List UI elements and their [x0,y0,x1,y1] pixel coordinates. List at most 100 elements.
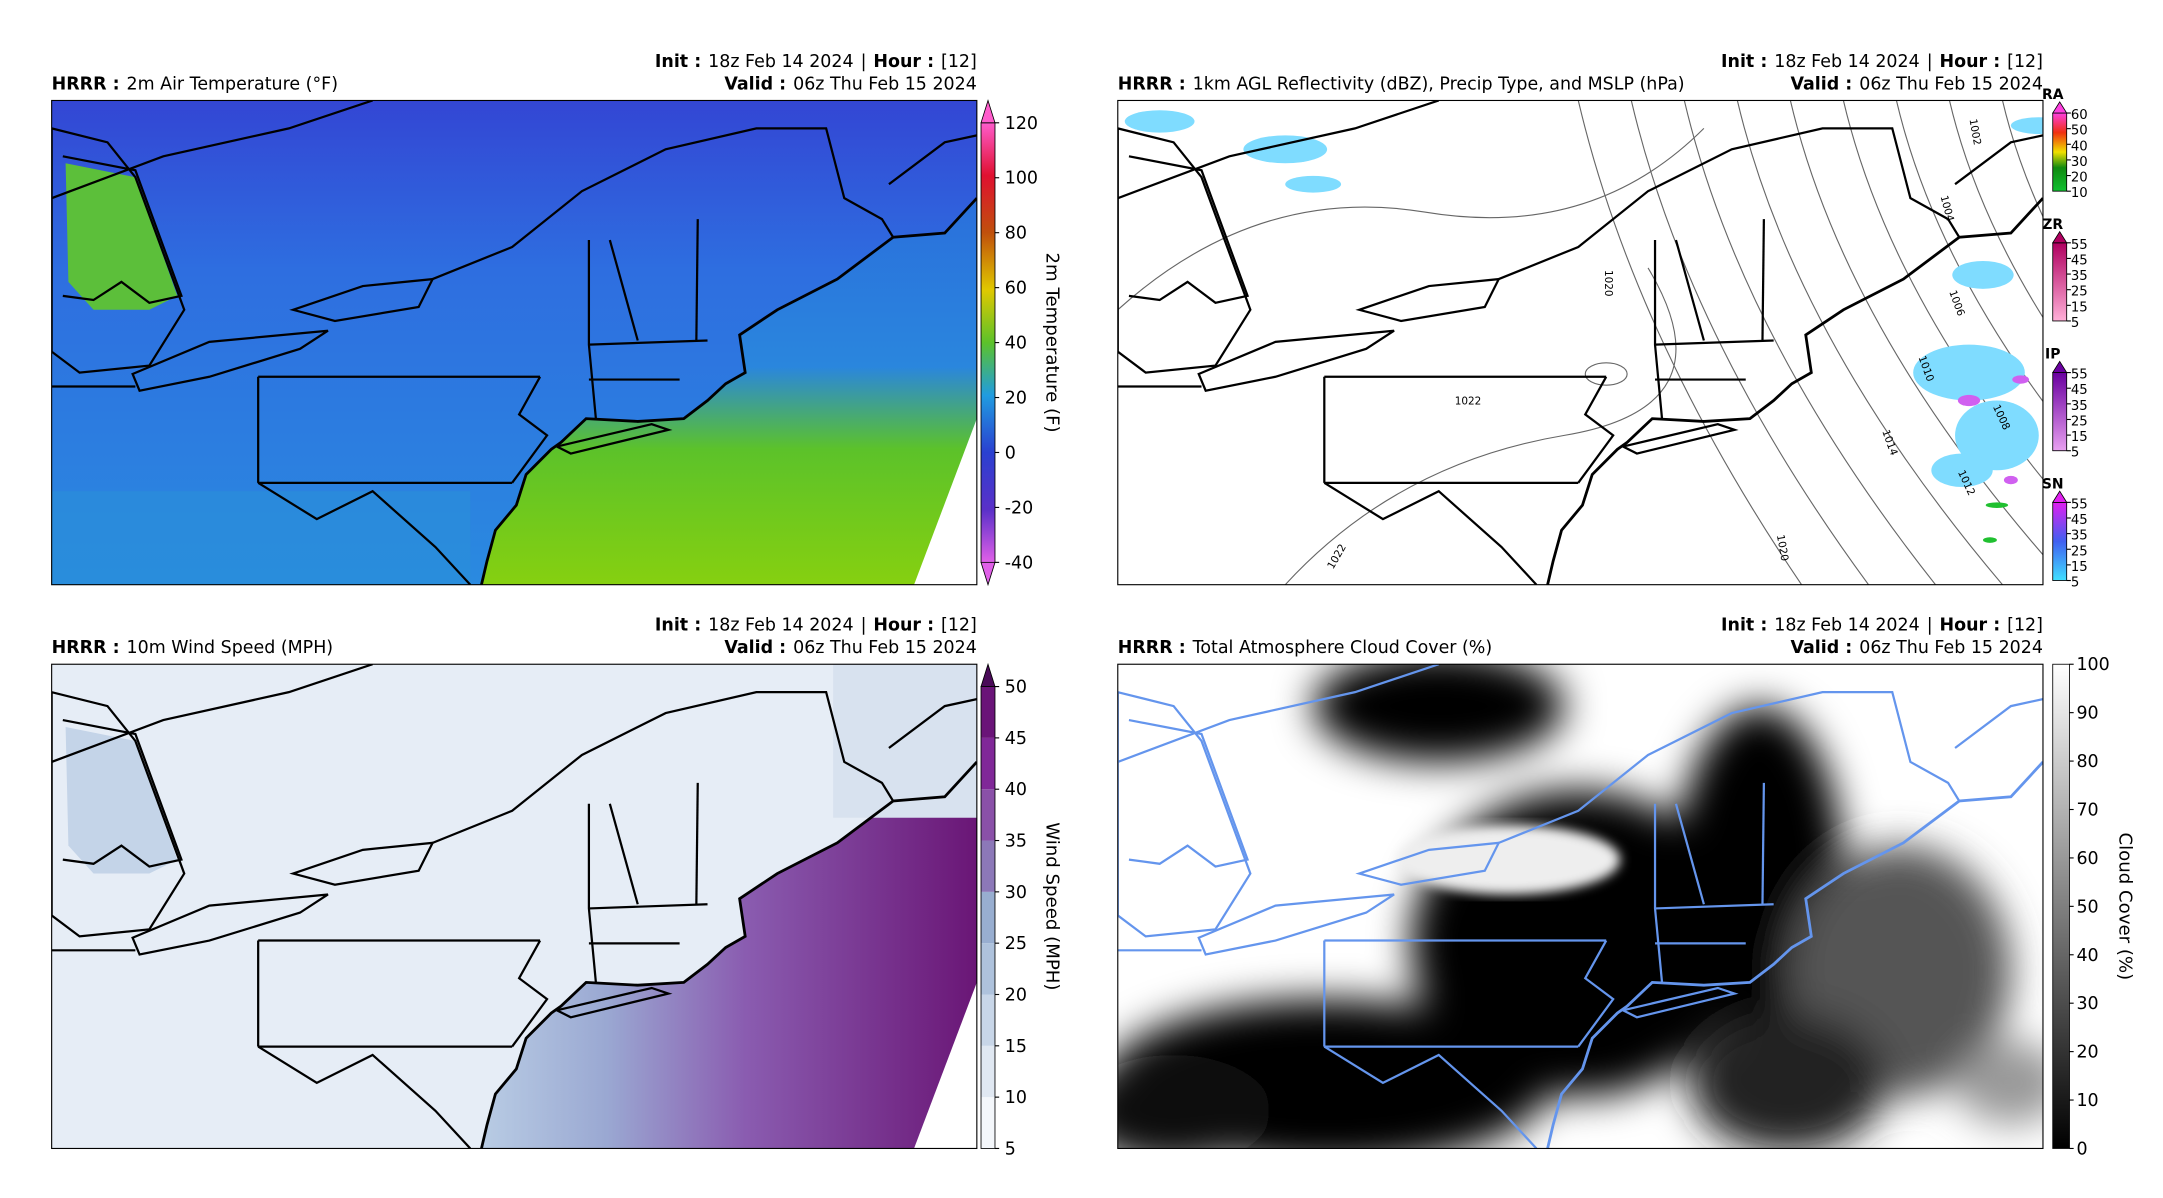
run-init-label: Init : [1721,52,1767,72]
colorbar [980,122,996,563]
colorbar [2052,242,2068,322]
coastline [1546,760,2043,1149]
land [51,100,977,585]
colorbar-tick-label: 20 [2071,171,2088,186]
colorbar-band [981,840,995,892]
run-hour-label: Hour : [873,52,934,72]
isobar [1117,127,1705,311]
colorbar-extend [2051,230,2068,244]
colorbar-tick-label: -40 [1005,553,1033,573]
colorbar [2052,112,2068,192]
isobar [1284,267,1677,585]
border [1654,339,1774,346]
valid-time: Valid : 06z Thu Feb 15 2024 [724,638,976,658]
run-info: Init : 18z Feb 14 2024 | Hour : [12] [655,52,977,72]
isobar [1577,100,1803,585]
colorbar-tick-label: 15 [2071,430,2088,445]
lake [51,690,186,938]
valid-time: Valid : 06z Thu Feb 15 2024 [724,74,976,94]
colorbar-tick-label: -20 [1005,498,1033,518]
isobar-label: 1020 [1774,534,1790,562]
colorbar-tick-label: 50 [1005,678,1027,698]
run-init: 18z Feb 14 2024 [708,52,853,72]
precip-type-label: ZR [2042,217,2063,233]
valid: 06z Thu Feb 15 2024 [1859,638,2043,658]
isobar [1736,100,2003,585]
colorbar-extend [980,662,996,687]
border [1954,134,2043,186]
colorbar-tick-label: 35 [1005,832,1027,852]
coastline [480,760,977,1149]
run-info: Init : 18z Feb 14 2024 | Hour : [12] [655,616,977,636]
border [1117,100,1440,200]
valid-label: Valid : [1790,638,1852,658]
colorbar-tick-label: 15 [2071,300,2088,315]
colorbar-tick-label: 5 [2071,446,2079,461]
run-init-label: Init : [655,52,701,72]
colorbar-label: 2m Temperature (F) [1042,253,1063,433]
colorbar-tick-label: 80 [2076,752,2098,772]
map-frame [51,663,978,1150]
valid-label: Valid : [1790,74,1852,94]
colorbar-tick-label: 45 [2071,513,2088,528]
colorbar-tick-label: 35 [2071,399,2088,414]
title: 1km AGL Reflectivity (dBZ), Precip Type,… [1193,74,1685,94]
map [51,100,977,585]
colorbar-tick-label: 25 [1005,934,1027,954]
border [695,782,699,905]
peninsula [65,163,178,310]
precip-type-label: RA [2042,87,2064,103]
map-frame [1117,663,2044,1150]
run-init: 18z Feb 14 2024 [1774,616,1919,636]
border [588,339,708,346]
valid-time: Valid : 06z Thu Feb 15 2024 [1790,74,2042,94]
colorbar [2052,372,2068,452]
colorbar-tick-label: 120 [1005,114,1038,134]
lake [131,893,329,956]
colorbar-tick-label: 5 [2071,316,2079,331]
border [1954,698,2043,749]
model: HRRR : [52,74,120,94]
colorbar-tick-label: 80 [1005,224,1027,244]
border [62,155,183,305]
lake [289,841,435,886]
map-frame [51,99,978,586]
model: HRRR : [52,638,120,658]
run-info: Init : 18z Feb 14 2024 | Hour : [12] [1721,616,2043,636]
border [1323,1045,1538,1149]
run-hour-label: Hour : [873,616,934,636]
colorbar-tick-label: 30 [2071,155,2088,170]
colorbar-tick-label: 10 [2076,1091,2098,1111]
colorbar-band [981,891,995,944]
long-island [1619,423,1739,455]
border [1498,127,1961,281]
border [257,1045,472,1149]
colorbar-tick-label: 45 [1005,729,1027,749]
run-info: Init : 18z Feb 14 2024 | Hour : [12] [1721,52,2043,72]
colorbar-extend [980,561,996,587]
border [695,219,699,341]
border [608,239,639,341]
title: 2m Air Temperature (°F) [127,74,338,94]
border [1674,239,1705,341]
valid-time: Valid : 06z Thu Feb 15 2024 [1790,638,2042,658]
lake [51,127,186,374]
colorbar-tick-label: 100 [1005,169,1038,189]
run-init-label: Init : [655,616,701,636]
long-island [1619,986,1739,1019]
precip [1982,537,1997,543]
isobar [1683,100,1936,585]
colorbar-label: Wind Speed (MPH) [1042,822,1063,990]
border [1323,481,1538,585]
map-frame [1117,99,2044,586]
colorbar-extend [2051,101,2068,114]
domain-edge [914,418,977,585]
border [432,127,895,281]
precip [1957,394,1981,407]
precip [2012,375,2030,384]
colorbar-band [981,943,995,995]
valid: 06z Thu Feb 15 2024 [793,638,977,658]
valid: 06z Thu Feb 15 2024 [1859,74,2043,94]
valid-label: Valid : [724,74,786,94]
